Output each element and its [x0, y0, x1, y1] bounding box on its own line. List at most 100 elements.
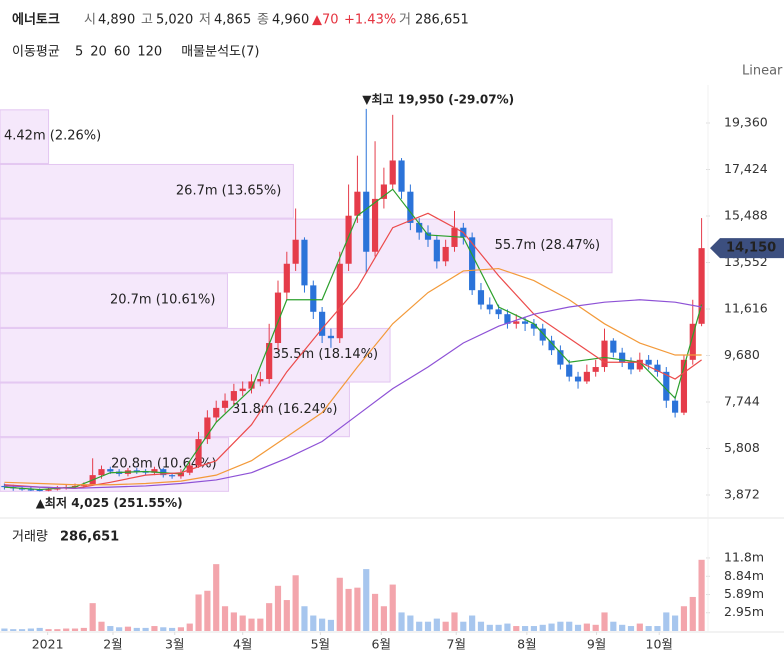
legend-entry: 60 [114, 45, 131, 60]
volume-bar [274, 585, 282, 631]
volume-last: 286,651 [60, 530, 119, 545]
candle-body [371, 198, 379, 252]
candle-body [204, 417, 211, 440]
volume-bar [116, 627, 123, 631]
volume-bar [204, 590, 211, 631]
volume-bar [469, 615, 476, 631]
volume-bar [319, 618, 326, 631]
candle-body [168, 475, 176, 477]
candle-body [566, 364, 573, 377]
candle-body [133, 470, 140, 472]
volume-bar [513, 626, 520, 631]
volume-bar [601, 612, 608, 631]
candle-body [469, 237, 476, 291]
candle-body [239, 388, 246, 392]
candle-body [354, 191, 361, 216]
volume-tick-label: 8.84m [724, 568, 764, 583]
candle-body [274, 292, 282, 344]
low-value: 4,865 [214, 13, 251, 28]
scale-label: Linear [742, 64, 783, 79]
volume-bar [460, 621, 467, 631]
candle-body [477, 290, 485, 305]
volume-bar [80, 627, 87, 631]
candle-body [689, 323, 696, 360]
candle-body [107, 469, 114, 472]
volume-bar [539, 624, 546, 631]
volume-profile-bar [0, 109, 50, 164]
high-label: 고 [141, 13, 153, 28]
moving-average-line [4, 188, 703, 491]
change-value: ▲70 [312, 13, 339, 28]
low-annotation: ▲최저 4,025 (251.55%) [36, 495, 183, 510]
volume-bar [213, 564, 220, 631]
candle-body [680, 359, 688, 413]
volume-tick-label: 2.95m [724, 604, 764, 619]
volume-bar [495, 624, 502, 631]
candle-body [601, 340, 608, 368]
volume-bar [283, 600, 290, 631]
volume-bar [336, 577, 343, 631]
volume-bar [451, 612, 458, 631]
volume-profile-bar [0, 382, 350, 438]
volume-title: 거래량 [12, 530, 48, 545]
candle-body [521, 321, 529, 324]
candle-body [592, 367, 599, 372]
moving-average-line [4, 212, 702, 489]
moving-average-line [4, 299, 702, 489]
volume-bar [186, 623, 193, 631]
last-price-label: 14,150 [726, 241, 776, 256]
volume-bar [636, 623, 643, 631]
candle-body [336, 263, 343, 339]
candle-body [345, 215, 352, 264]
candle-body [407, 191, 414, 223]
candle-body [583, 371, 590, 382]
low-label: 저 [199, 13, 211, 28]
candle-body [442, 246, 449, 262]
volume-profile-label: 20.7m (10.61%) [110, 293, 215, 308]
moving-average-line [4, 267, 702, 486]
volume-bar [63, 628, 70, 631]
volume-bar [327, 619, 335, 631]
volume-bar [486, 624, 493, 631]
candle-body [45, 489, 52, 491]
candle-body [257, 379, 264, 382]
volume-bar [548, 623, 555, 631]
x-tick-label: 9월 [587, 637, 606, 652]
candle-body [619, 352, 626, 363]
candle-body [672, 400, 679, 413]
y-tick-label: 9,680 [724, 347, 760, 362]
x-tick-label: 5월 [311, 637, 330, 652]
volume-bar [151, 626, 158, 631]
candle-body [1, 485, 8, 488]
volume-bar [645, 626, 652, 631]
candle-body [151, 469, 158, 473]
y-tick-label: 17,424 [724, 161, 768, 176]
volume-bar [689, 596, 696, 631]
candle-body [292, 239, 299, 264]
candle-body [248, 381, 255, 389]
volume-label: 거 [399, 13, 411, 28]
volume-bar [592, 624, 599, 631]
volume-bar [680, 606, 688, 631]
volume-bar [36, 627, 43, 631]
volume-bar [416, 621, 423, 631]
candle-body [398, 160, 405, 192]
close-label: 종 [257, 13, 269, 28]
volume-bar [407, 615, 414, 631]
candle-body [416, 222, 423, 233]
volume-bar [566, 621, 573, 631]
volume-bar [54, 629, 61, 631]
candle-body [27, 489, 34, 491]
volume-tick-label: 11.8m [724, 549, 764, 564]
volume-bar [380, 606, 387, 631]
volume-bar [610, 621, 617, 631]
volume-bar [195, 594, 202, 631]
volume-bar [133, 627, 140, 631]
volume-bar [248, 618, 255, 631]
volume-bar [10, 629, 17, 631]
volume-bar [698, 559, 705, 631]
candle-body [327, 335, 335, 339]
high-value: 5,020 [156, 13, 193, 28]
volume-bar [530, 626, 538, 631]
